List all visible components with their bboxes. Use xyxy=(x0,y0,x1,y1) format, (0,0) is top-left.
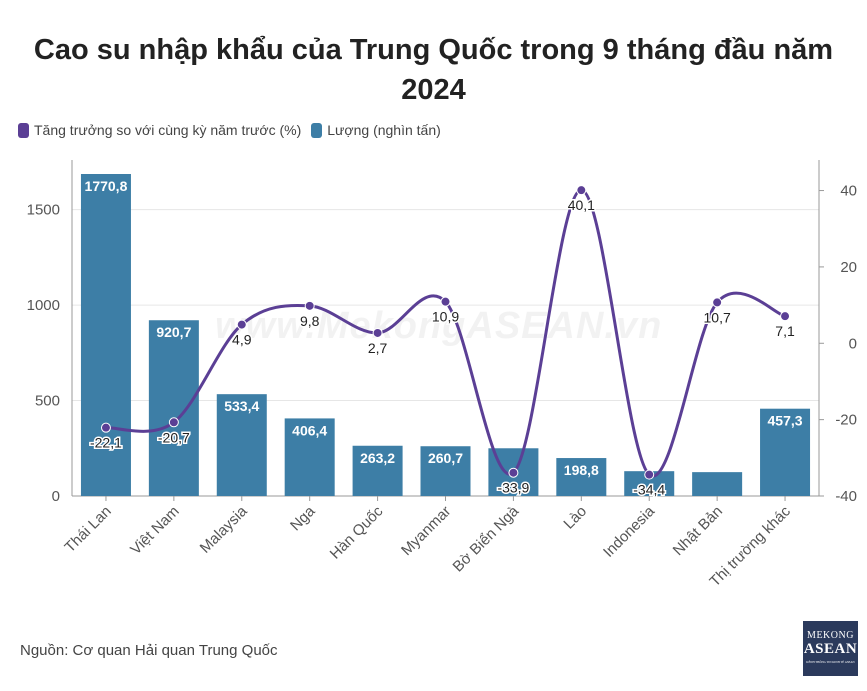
x-tick-label: Indonesia xyxy=(600,502,658,560)
bar-5 xyxy=(352,445,403,496)
bar-6 xyxy=(420,446,471,496)
bar-data-label: 406,4 xyxy=(292,422,327,438)
bar-11 xyxy=(760,408,811,496)
growth-data-label: 2,7 xyxy=(368,340,388,356)
growth-data-label: 4,9 xyxy=(232,332,252,348)
bar-data-label: 457,3 xyxy=(768,413,803,429)
y-left-tick-label: 500 xyxy=(35,393,60,410)
growth-point-2 xyxy=(168,417,179,428)
growth-point-1 xyxy=(100,422,111,433)
x-tick-label: Bờ Biển Ngà xyxy=(450,502,523,575)
bar-data-label: 260,7 xyxy=(428,450,463,466)
logo-line-3: KÊNH THÔNG TIN KINH TẾ ASEAN xyxy=(806,660,855,664)
x-tick-label: Nhật Bản xyxy=(670,503,726,559)
x-tick-label: Lào xyxy=(560,503,590,533)
legend: Tăng trưởng so với cùng kỳ năm trước (%)… xyxy=(18,122,441,138)
logo-line-1: MEKONG xyxy=(807,630,854,641)
legend-swatch-line xyxy=(18,122,29,138)
x-tick-label: Myanmar xyxy=(398,503,454,559)
growth-point-10 xyxy=(712,297,723,308)
y-right-tick-label: 0 xyxy=(849,335,857,352)
bar-data-label: 920,7 xyxy=(156,324,191,340)
chart-title: Cao su nhập khẩu của Trung Quốc trong 9 … xyxy=(33,34,834,106)
legend-label-volume: Lượng (nghìn tấn) xyxy=(327,122,441,138)
y-left-tick-label: 1500 xyxy=(27,202,60,219)
bar-data-label: 263,2 xyxy=(360,450,395,466)
x-tick-label: Thái Lan xyxy=(61,503,114,556)
logo-line-2: ASEAN xyxy=(803,641,858,657)
y-right-tick-label: 40 xyxy=(840,183,857,200)
bar-4 xyxy=(284,418,335,496)
bar-data-label: 1770,8 xyxy=(85,178,128,194)
x-tick-label: Malaysia xyxy=(197,502,251,556)
bar-10 xyxy=(692,472,743,496)
growth-data-label: -22,1 xyxy=(90,435,122,451)
legend-label-growth: Tăng trưởng so với cùng kỳ năm trước (%) xyxy=(34,122,302,138)
y-left-tick-label: 0 xyxy=(52,488,60,505)
growth-data-label: -20,7 xyxy=(158,429,190,445)
growth-data-label: 10,9 xyxy=(432,309,459,325)
watermark: www.MekongASEAN.vn xyxy=(215,305,663,347)
bar-1 xyxy=(80,174,131,496)
growth-point-4 xyxy=(304,300,315,311)
x-tick-label: Hàn Quốc xyxy=(327,502,387,562)
growth-data-label: 9,8 xyxy=(300,313,320,329)
bar-data-label: 198,8 xyxy=(564,462,599,478)
growth-point-6 xyxy=(440,296,451,307)
growth-point-11 xyxy=(780,311,791,322)
growth-data-label: -33,9 xyxy=(497,480,529,496)
legend-swatch-bar xyxy=(311,122,323,138)
growth-point-3 xyxy=(236,319,247,330)
legend-item-volume[interactable]: Lượng (nghìn tấn) xyxy=(311,122,441,138)
x-tick-label: Việt Nam xyxy=(127,503,182,558)
source-note: Nguồn: Cơ quan Hải quan Trung Quốc xyxy=(20,642,278,659)
bar-data-label: 533,4 xyxy=(224,398,259,414)
mekong-asean-logo: MEKONG ASEAN KÊNH THÔNG TIN KINH TẾ ASEA… xyxy=(803,621,858,676)
y-right-tick-label: -40 xyxy=(835,488,857,505)
growth-data-label: 7,1 xyxy=(775,323,795,339)
growth-point-8 xyxy=(576,185,587,196)
legend-item-growth[interactable]: Tăng trưởng so với cùng kỳ năm trước (%) xyxy=(18,122,301,138)
growth-data-label: 40,1 xyxy=(568,197,595,213)
bar-2 xyxy=(148,320,199,496)
growth-point-7 xyxy=(508,467,519,478)
y-right-tick-label: 20 xyxy=(840,259,857,276)
bar-3 xyxy=(216,394,267,496)
growth-point-9 xyxy=(644,469,655,480)
growth-point-5 xyxy=(372,327,383,338)
bar-8 xyxy=(556,458,607,496)
x-tick-label: Nga xyxy=(287,502,319,534)
y-left-tick-label: 1000 xyxy=(27,297,60,314)
growth-data-label: 10,7 xyxy=(704,309,731,325)
y-right-tick-label: -20 xyxy=(835,412,857,429)
growth-data-label: -34,4 xyxy=(633,482,665,498)
growth-line xyxy=(105,188,786,478)
